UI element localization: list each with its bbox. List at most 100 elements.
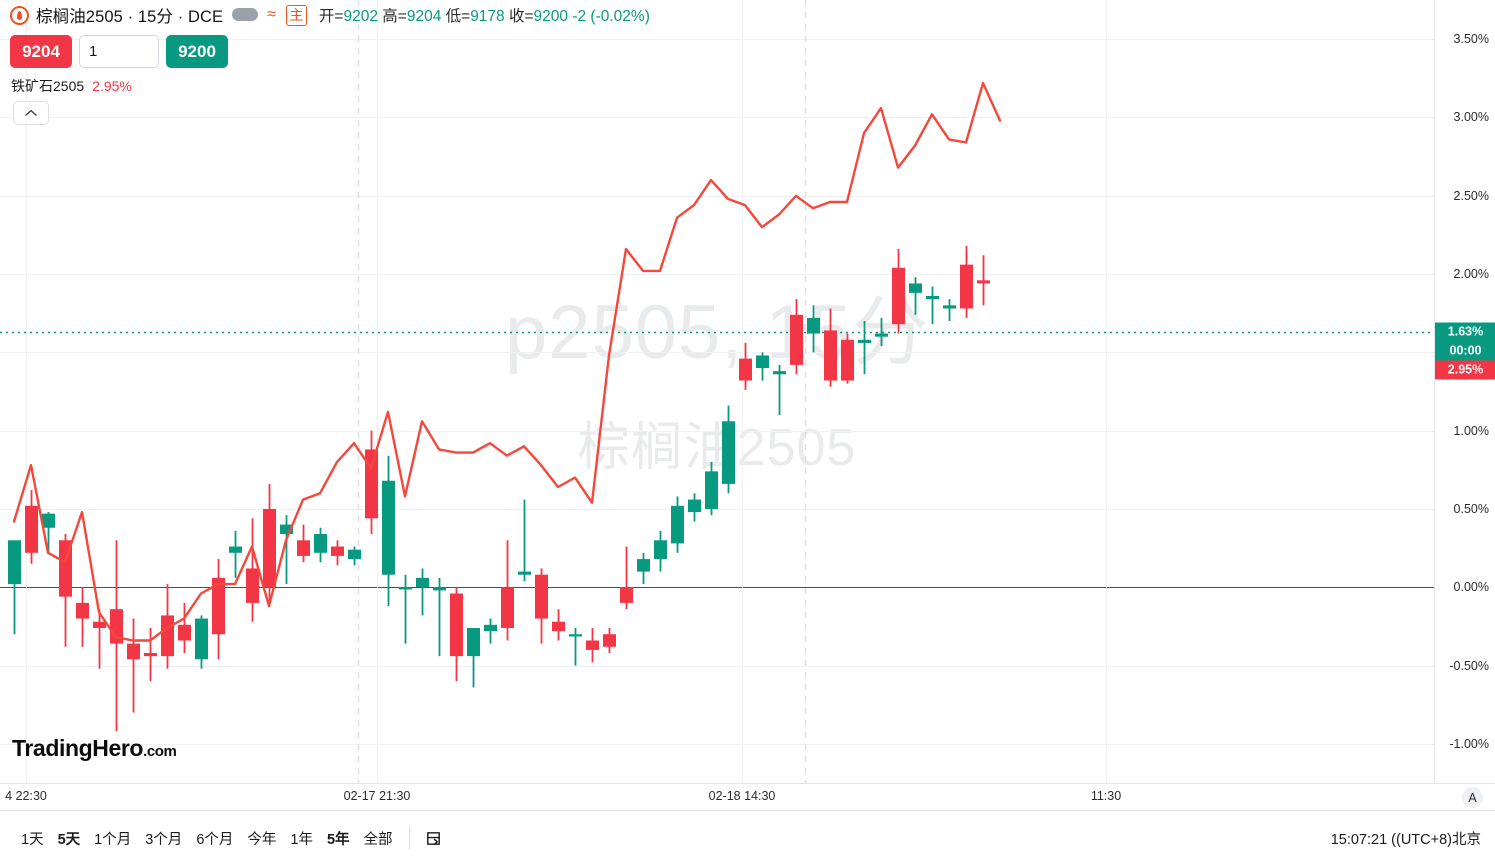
range-button-4[interactable]: 6个月: [196, 832, 234, 848]
candlestick[interactable]: [790, 299, 803, 375]
candlestick[interactable]: [178, 602, 191, 654]
wave-icon[interactable]: ≈: [267, 6, 276, 23]
chart-plot-area[interactable]: p2505, 15分 棕榈油2505: [0, 0, 1434, 783]
calendar-icon[interactable]: [421, 827, 447, 851]
candlestick[interactable]: [824, 308, 837, 387]
last-price-badge[interactable]: 1.63%: [1435, 322, 1495, 342]
candlestick[interactable]: [756, 352, 769, 381]
candlestick[interactable]: [909, 277, 922, 315]
compare-price-badge[interactable]: 2.95%: [1435, 360, 1495, 380]
candle-body: [569, 634, 582, 637]
candlestick[interactable]: [671, 496, 684, 553]
candle-body: [518, 571, 531, 575]
candlestick[interactable]: [127, 618, 140, 713]
time-axis-tick: 11:30: [1090, 789, 1122, 803]
candlestick[interactable]: [586, 627, 599, 663]
ask-price-button[interactable]: 9204: [10, 35, 72, 68]
range-button-2[interactable]: 1个月: [94, 832, 132, 848]
range-selector[interactable]: 1天 5天 1个月 3个月 6个月 今年 1年 5年 全部: [0, 824, 400, 853]
ohlc-readout: 开=9202 高=9204 低=9178 收=9200 -2 (-0.02%): [319, 4, 650, 26]
candlestick[interactable]: [416, 568, 429, 616]
open-label: 开=: [318, 8, 344, 25]
candlestick[interactable]: [399, 574, 412, 644]
candlestick[interactable]: [76, 587, 89, 647]
candlestick[interactable]: [841, 333, 854, 384]
candlestick[interactable]: [348, 546, 361, 566]
candle-body: [620, 587, 633, 603]
candlestick[interactable]: [229, 530, 242, 578]
candlestick[interactable]: [739, 342, 752, 390]
collapse-legend-button[interactable]: [13, 101, 49, 125]
autoscale-button[interactable]: A: [1462, 787, 1483, 808]
bid-price-button[interactable]: 9200: [166, 35, 228, 68]
candlestick[interactable]: [195, 615, 208, 669]
candlestick[interactable]: [518, 499, 531, 581]
candlestick[interactable]: [943, 299, 956, 322]
candlestick[interactable]: [892, 248, 905, 334]
time-axis[interactable]: A 4 22:30 02-17 21:30 02-18 14:30 11:30: [0, 783, 1495, 811]
range-button-0[interactable]: 1天: [21, 832, 44, 848]
candlestick[interactable]: [212, 559, 225, 660]
candlestick[interactable]: [960, 245, 973, 318]
candlestick[interactable]: [722, 405, 735, 494]
candlestick[interactable]: [42, 512, 55, 553]
range-button-6[interactable]: 1年: [290, 832, 313, 848]
countdown-badge[interactable]: 00:00: [1435, 341, 1495, 361]
candlestick[interactable]: [484, 618, 497, 644]
candlestick[interactable]: [280, 515, 293, 585]
low-value: 9178: [470, 8, 505, 25]
candlestick[interactable]: [467, 627, 480, 688]
candlestick[interactable]: [875, 317, 888, 347]
candlestick[interactable]: [110, 540, 123, 732]
candlestick[interactable]: [263, 483, 276, 607]
candlestick[interactable]: [314, 527, 327, 563]
candle-body: [297, 540, 310, 556]
candlestick[interactable]: [365, 430, 378, 535]
candle-body: [229, 546, 242, 553]
candle-body: [671, 505, 684, 544]
candlestick[interactable]: [535, 568, 548, 644]
toggle-pill-icon[interactable]: [232, 7, 259, 21]
candlestick[interactable]: [773, 364, 786, 415]
range-button-3[interactable]: 3个月: [145, 832, 183, 848]
candlestick[interactable]: [654, 530, 667, 572]
candlestick[interactable]: [807, 305, 820, 353]
candlestick[interactable]: [620, 546, 633, 610]
candlestick[interactable]: [552, 609, 565, 641]
compare-series-line[interactable]: [12, 81, 1002, 642]
candlestick[interactable]: [705, 461, 718, 516]
candle-body: [926, 295, 939, 300]
candlestick[interactable]: [569, 627, 582, 666]
candlestick[interactable]: [603, 627, 616, 654]
candlestick[interactable]: [8, 540, 21, 635]
main-contract-badge-icon[interactable]: 主: [285, 4, 307, 26]
price-axis-tick: 0.50%: [1453, 501, 1489, 516]
range-button-5[interactable]: 今年: [247, 832, 277, 848]
candlestick[interactable]: [331, 540, 344, 566]
compare-symbol-legend[interactable]: 铁矿石2505 2.95%: [11, 76, 132, 96]
candlestick[interactable]: [246, 518, 259, 622]
range-button-1[interactable]: 5天: [57, 832, 81, 848]
candlestick[interactable]: [144, 627, 157, 682]
order-quantity-input[interactable]: 1: [79, 35, 159, 68]
candlestick[interactable]: [433, 577, 446, 657]
candlestick[interactable]: [93, 609, 106, 669]
candlestick[interactable]: [501, 540, 514, 641]
candlestick[interactable]: [688, 493, 701, 522]
candle-body: [756, 355, 769, 369]
candle-body: [909, 283, 922, 293]
candlestick[interactable]: [637, 552, 650, 585]
candlestick[interactable]: [382, 455, 395, 607]
candlestick[interactable]: [977, 255, 990, 306]
symbol-title[interactable]: 棕榈油2505 · 15分 · DCE: [36, 8, 224, 26]
range-button-7[interactable]: 5年: [326, 832, 350, 848]
candle-body: [161, 615, 174, 657]
range-button-8[interactable]: 全部: [363, 832, 393, 848]
candlestick[interactable]: [858, 321, 871, 375]
candlestick[interactable]: [926, 286, 939, 325]
candlestick[interactable]: [25, 490, 38, 564]
candlestick[interactable]: [450, 587, 463, 682]
price-axis[interactable]: 3.50% 3.00% 2.50% 2.00% 1.00% 0.50% 0.00% -0.50…: [1434, 0, 1495, 783]
time-axis-tick: 4 22:30: [5, 789, 47, 803]
candlestick[interactable]: [297, 524, 310, 563]
